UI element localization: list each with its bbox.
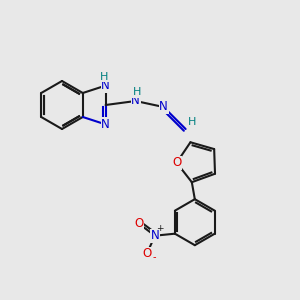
Text: H: H bbox=[132, 87, 141, 97]
Text: N: N bbox=[101, 118, 110, 131]
Text: +: + bbox=[156, 224, 164, 233]
Text: -: - bbox=[152, 252, 156, 262]
Text: N: N bbox=[159, 100, 168, 113]
Text: H: H bbox=[188, 117, 196, 127]
Text: H: H bbox=[100, 72, 109, 82]
Text: O: O bbox=[142, 247, 152, 260]
Text: N: N bbox=[151, 229, 159, 242]
Text: O: O bbox=[172, 156, 181, 169]
Text: O: O bbox=[134, 217, 143, 230]
Text: N: N bbox=[131, 94, 140, 107]
Text: N: N bbox=[101, 79, 110, 92]
